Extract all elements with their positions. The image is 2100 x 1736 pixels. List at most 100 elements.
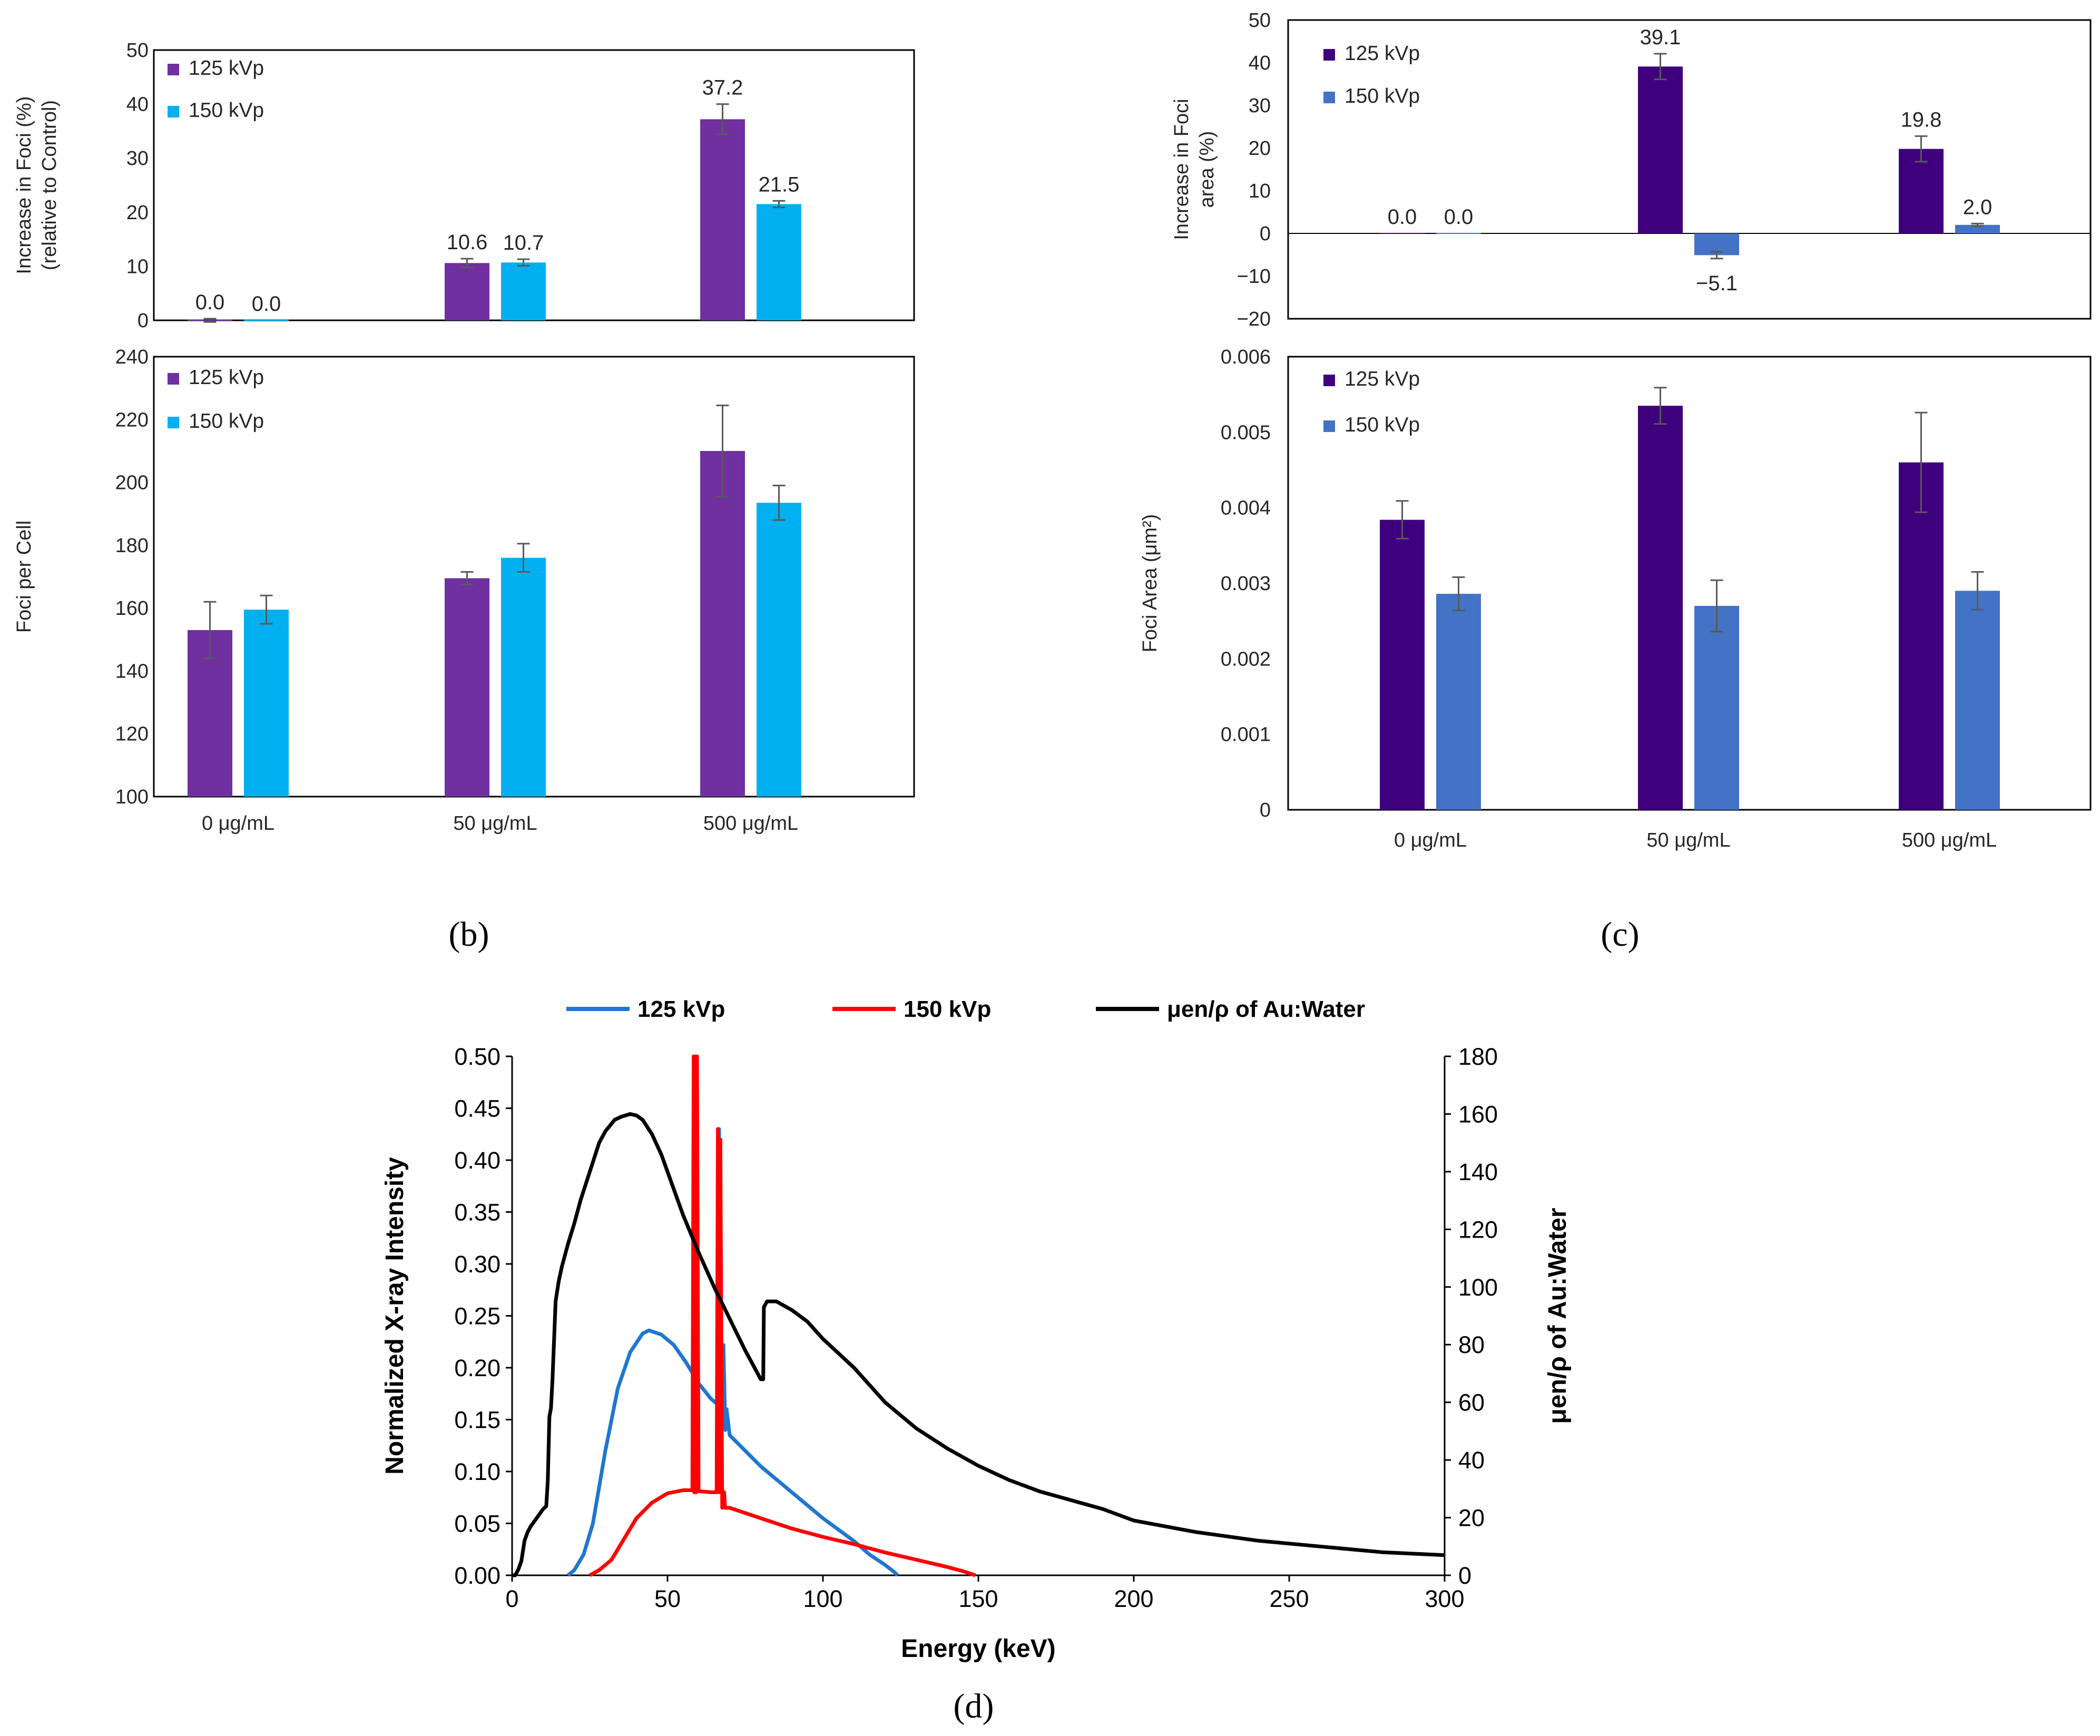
bar-150-kvp	[1955, 224, 2000, 233]
legend-swatch	[168, 64, 179, 75]
bar-125-kvp	[1899, 462, 1944, 810]
legend-label: 150 kVp	[1345, 85, 1420, 107]
y-tick-label: 0.10	[454, 1458, 501, 1485]
y-axis-title: (relative to Control)	[38, 100, 61, 270]
bar-125-kvp	[1380, 519, 1425, 810]
x-category-label: 50 μg/mL	[453, 812, 537, 835]
bar-125-kvp	[1380, 233, 1425, 234]
legend-swatch	[1323, 49, 1335, 61]
y2-axis-title: μen/ρ of Au:Water	[1544, 1208, 1572, 1424]
bar-125-kvp	[1638, 66, 1683, 233]
data-label: −5.1	[1696, 272, 1738, 295]
legend-label: 150 kVp	[904, 996, 991, 1022]
y-tick-label: 180	[115, 535, 149, 557]
x-category-label: 50 μg/mL	[1646, 829, 1730, 851]
y-tick-label: −20	[1237, 308, 1271, 330]
data-label: 21.5	[759, 173, 800, 196]
x-tick-label: 50	[654, 1585, 681, 1612]
bar-150-kvp	[757, 503, 801, 797]
y-tick-label: 20	[1249, 138, 1271, 160]
legend-label: 125 kVp	[189, 366, 264, 389]
data-label: 2.0	[1963, 195, 1993, 219]
y-tick-label: 10	[1249, 180, 1271, 202]
y-tick-label: 100	[115, 786, 149, 808]
y2-tick-label: 180	[1458, 1043, 1498, 1070]
panel-label-b: (b)	[449, 915, 489, 954]
x-tick-label: 200	[1114, 1585, 1153, 1612]
y-tick-label: 200	[115, 472, 149, 494]
y-tick-label: 10	[126, 256, 149, 278]
y-tick-label: 50	[1249, 9, 1271, 32]
data-label: 0.0	[195, 291, 225, 314]
x-axis-title: Energy (keV)	[901, 1635, 1055, 1663]
x-category-label: 0 μg/mL	[1394, 829, 1467, 851]
bar-150-kvp	[1694, 606, 1739, 810]
bar-125-kvp	[700, 450, 745, 797]
legend-swatch	[1323, 420, 1335, 432]
y-tick-label: 0.20	[454, 1355, 501, 1381]
y-tick-label: 0	[138, 310, 149, 332]
legend-label: 150 kVp	[189, 410, 264, 433]
data-label: 39.1	[1640, 26, 1681, 49]
y-tick-label: 30	[126, 148, 149, 170]
y-tick-label: 0.005	[1221, 421, 1271, 444]
y-tick-label: 120	[115, 723, 149, 746]
bar-150-kvp	[501, 262, 546, 320]
legend-swatch	[1323, 375, 1335, 386]
panel-label-d: (d)	[954, 1687, 994, 1725]
y-tick-label: 30	[1249, 95, 1271, 117]
bar-125-kvp	[445, 578, 489, 797]
bar-150-kvp	[1436, 233, 1481, 234]
series-line-150-kvp	[588, 1054, 976, 1577]
y2-tick-label: 0	[1458, 1562, 1471, 1589]
data-label: 10.7	[503, 231, 544, 254]
y-axis-title: Increase in Foci (%)	[13, 96, 35, 274]
y-tick-label: 0.25	[454, 1303, 501, 1330]
x-category-label: 500 μg/mL	[1902, 829, 1997, 851]
y-tick-label: 40	[1249, 52, 1271, 74]
bar-125-kvp	[445, 263, 489, 320]
y-tick-label: 0.006	[1221, 346, 1271, 368]
chart-c-top: −20 −10 0 10 20 30 40 50 Increase in Foci area (%…	[1171, 9, 2092, 330]
legend-swatch	[168, 106, 179, 117]
y-axis-title: Foci per Cell	[13, 521, 35, 633]
y2-tick-label: 120	[1458, 1216, 1498, 1243]
bar-150-kvp	[1955, 591, 2000, 810]
legend-label: 150 kVp	[189, 99, 264, 122]
series-line--en-of-au-water	[512, 1112, 1445, 1577]
y-tick-label: 0.00	[454, 1562, 501, 1589]
y-tick-label: 240	[115, 346, 149, 368]
y-tick-label: 20	[126, 202, 149, 224]
data-label: 37.2	[702, 76, 743, 100]
x-tick-label: 0	[505, 1585, 518, 1612]
y2-tick-label: 20	[1458, 1505, 1485, 1532]
bar-125-kvp	[700, 119, 745, 320]
y2-tick-label: 140	[1458, 1159, 1498, 1185]
x-tick-label: 250	[1269, 1585, 1309, 1612]
bar-150-kvp	[757, 204, 801, 320]
plot-frame	[1287, 19, 2092, 320]
y2-tick-label: 80	[1458, 1331, 1485, 1358]
x-tick-label: 300	[1425, 1585, 1464, 1612]
bar-125-kvp	[1899, 149, 1944, 233]
y-tick-label: 0.003	[1221, 573, 1271, 595]
legend-label: μen/ρ of Au:Water	[1167, 996, 1365, 1022]
plot-frame	[1287, 356, 2092, 811]
y-tick-label: 140	[115, 660, 149, 682]
x-tick-label: 150	[958, 1585, 998, 1612]
y-tick-label: 0.50	[454, 1043, 501, 1070]
y-tick-label: 160	[115, 597, 149, 620]
y2-tick-label: 100	[1458, 1274, 1498, 1301]
y-axis-title: area (%)	[1196, 131, 1218, 208]
legend-swatch	[168, 373, 179, 385]
y2-tick-label: 40	[1458, 1447, 1485, 1474]
legend-label: 125 kVp	[1345, 368, 1420, 390]
data-label: 10.6	[447, 231, 488, 254]
y-tick-label: 0.30	[454, 1251, 501, 1278]
legend-label: 125 kVp	[1345, 42, 1420, 65]
y-tick-label: 50	[126, 40, 149, 62]
y-tick-label: 40	[126, 94, 149, 116]
y-tick-label: −10	[1237, 266, 1271, 288]
y-axis-title: Increase in Foci	[1171, 99, 1193, 240]
